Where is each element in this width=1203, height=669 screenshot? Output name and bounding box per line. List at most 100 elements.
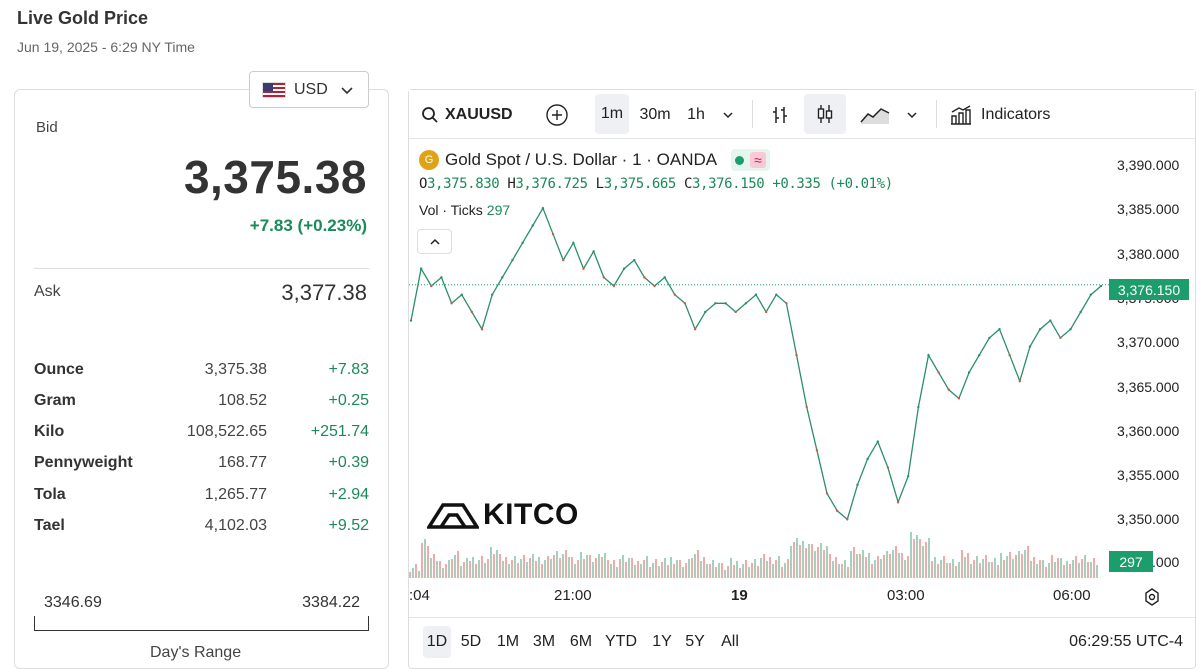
price-chart[interactable] bbox=[409, 140, 1109, 580]
price-point bbox=[521, 241, 524, 244]
range-button-6m[interactable]: 6M bbox=[569, 633, 593, 650]
volume-bar bbox=[877, 556, 879, 578]
volume-bar bbox=[757, 566, 759, 578]
interval-30m[interactable]: 30m bbox=[639, 105, 671, 123]
price-point bbox=[1099, 284, 1103, 288]
volume-bar bbox=[859, 554, 861, 578]
volume-bar bbox=[946, 563, 948, 578]
volume-bar bbox=[1093, 558, 1095, 578]
symbol-search-button[interactable]: XAUUSD bbox=[421, 90, 521, 139]
volume-bar bbox=[1012, 559, 1014, 578]
volume-bar bbox=[1057, 558, 1059, 578]
page-subtitle-time: Jun 19, 2025 - 6:29 NY Time bbox=[17, 39, 195, 55]
unit-row-tael: Tael 4,102.03 +9.52 bbox=[34, 517, 369, 539]
volume-bar bbox=[556, 551, 558, 578]
volume-bar bbox=[787, 559, 789, 578]
volume-bar bbox=[454, 555, 456, 578]
volume-bar bbox=[874, 560, 876, 578]
ask-label: Ask bbox=[34, 283, 61, 300]
volume-bar bbox=[862, 550, 864, 578]
range-button-1d[interactable]: 1D bbox=[423, 626, 451, 658]
range-button-1m[interactable]: 1M bbox=[496, 633, 520, 650]
wave-icon: ≈ bbox=[750, 152, 766, 168]
price-point bbox=[612, 284, 616, 288]
divider bbox=[34, 268, 369, 269]
volume-bar bbox=[439, 561, 441, 578]
volume-bar bbox=[640, 564, 642, 578]
volume-bar bbox=[490, 547, 492, 578]
page-title: Live Gold Price bbox=[17, 8, 149, 28]
chart-style-dropdown[interactable] bbox=[901, 90, 923, 139]
range-button-1y[interactable]: 1Y bbox=[652, 633, 672, 650]
indicators-button[interactable]: Indicators bbox=[949, 90, 1065, 139]
bar-style-button[interactable] bbox=[763, 90, 797, 139]
volume-bar bbox=[691, 558, 693, 578]
price-point bbox=[795, 353, 798, 357]
unit-price: 108,522.65 bbox=[186, 423, 267, 440]
volume-bar bbox=[673, 564, 675, 578]
volume-bar bbox=[622, 555, 624, 578]
volume-bar bbox=[685, 563, 687, 578]
area-style-button[interactable] bbox=[855, 90, 895, 139]
volume-bar bbox=[751, 563, 753, 578]
volume-bar bbox=[1054, 562, 1056, 578]
volume-bar bbox=[496, 550, 498, 578]
price-point bbox=[490, 293, 494, 296]
volume-bar bbox=[595, 558, 597, 578]
range-button-ytd[interactable]: YTD bbox=[605, 633, 637, 650]
bars-icon bbox=[773, 106, 787, 123]
interval-1h[interactable]: 1h bbox=[687, 105, 705, 123]
range-button-all[interactable]: All bbox=[721, 633, 739, 650]
volume-bar bbox=[940, 560, 942, 578]
interval-1m[interactable]: 1m bbox=[595, 94, 629, 134]
day-range-bar bbox=[34, 616, 369, 631]
compare-symbol-button[interactable] bbox=[540, 90, 574, 139]
price-point bbox=[998, 328, 1001, 331]
price-point bbox=[673, 293, 677, 296]
currency-select[interactable]: USD bbox=[249, 71, 369, 108]
range-button-5d[interactable]: 5D bbox=[460, 633, 482, 650]
volume-bar bbox=[832, 561, 834, 578]
price-marks bbox=[409, 207, 1103, 521]
volume-bar bbox=[883, 555, 885, 578]
chart-toolbar: XAUUSD 1m 30m 1h Indicators bbox=[409, 90, 1195, 139]
volume-bar bbox=[1078, 563, 1080, 578]
interval-dropdown[interactable] bbox=[717, 90, 739, 139]
y-tick-label: 3,360.000 bbox=[1117, 423, 1180, 439]
price-point bbox=[927, 353, 930, 357]
market-open-dot-icon bbox=[735, 155, 745, 165]
volume-bar bbox=[682, 567, 684, 578]
volume-bar bbox=[799, 545, 801, 578]
volume-bar bbox=[841, 564, 843, 578]
collapse-legend-button[interactable] bbox=[417, 229, 452, 254]
volume-bar bbox=[430, 558, 432, 578]
volume-bar bbox=[418, 571, 420, 578]
volume-bar bbox=[463, 562, 465, 578]
volume-bar bbox=[478, 560, 480, 578]
volume-bar bbox=[424, 539, 426, 578]
unit-price: 1,265.77 bbox=[204, 486, 267, 503]
price-point bbox=[876, 440, 879, 443]
price-point bbox=[724, 302, 727, 305]
x-tick-label: 03:00 bbox=[887, 587, 925, 604]
volume-bar bbox=[742, 564, 744, 578]
settings-gear-icon[interactable] bbox=[1142, 587, 1162, 607]
volume-bar bbox=[667, 565, 669, 578]
volume-bar bbox=[1039, 560, 1041, 578]
volume-bar bbox=[1042, 560, 1044, 578]
close-value: 3,376.150 bbox=[692, 176, 765, 192]
price-point bbox=[978, 353, 981, 357]
volume-bar bbox=[925, 542, 927, 578]
volume-bar bbox=[412, 568, 414, 578]
volume-bar bbox=[1030, 561, 1032, 578]
volume-bar bbox=[421, 543, 423, 578]
range-button-3m[interactable]: 3M bbox=[532, 633, 556, 650]
candles-style-button[interactable] bbox=[804, 94, 846, 134]
volume-bar bbox=[997, 565, 999, 578]
range-button-5y[interactable]: 5Y bbox=[685, 633, 705, 650]
market-status-pill[interactable]: ≈ bbox=[731, 149, 770, 171]
volume-bar bbox=[784, 563, 786, 578]
price-point bbox=[572, 241, 575, 244]
bid-price: 3,375.38 bbox=[183, 151, 367, 203]
price-point bbox=[1028, 345, 1032, 348]
